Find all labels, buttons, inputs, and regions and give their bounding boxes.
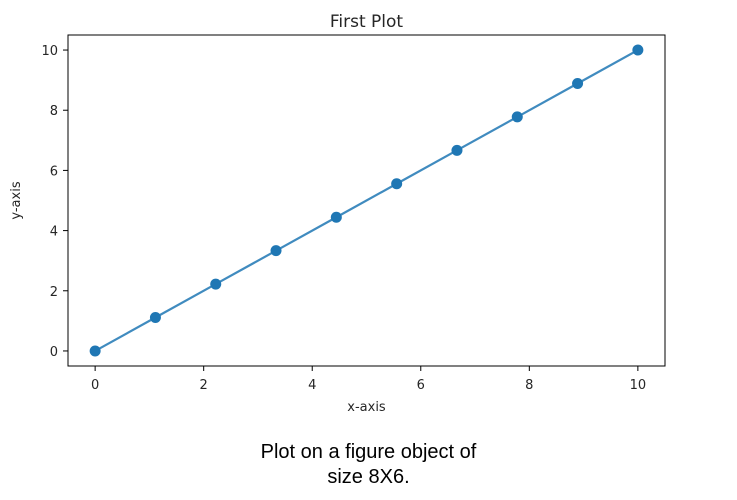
y-tick-label: 6 xyxy=(50,164,58,179)
data-point xyxy=(632,44,644,56)
y-tick-label: 10 xyxy=(41,44,58,59)
caption-line-2: size 8X6. xyxy=(327,466,410,488)
x-tick-label: 2 xyxy=(200,378,208,393)
line-chart: First Plot 0 2 4 6 8 10 0 2 4 6 8 10 x-axis y-axis xyxy=(9,12,666,415)
data-point xyxy=(270,245,282,257)
y-tick-label: 0 xyxy=(50,345,58,360)
chart-svg: First Plot 0 2 4 6 8 10 0 2 4 6 8 10 x-axis y-axis xyxy=(9,12,666,415)
y-tick-label: 8 xyxy=(50,104,58,119)
data-point xyxy=(149,312,161,324)
data-point xyxy=(330,211,342,223)
y-axis-label: y-axis xyxy=(9,181,24,219)
y-tick-label: 4 xyxy=(50,225,58,240)
figure-caption: Plot on a figure object of size 8X6. xyxy=(0,440,737,490)
data-point xyxy=(451,144,463,156)
plot-frame xyxy=(67,34,666,367)
data-point xyxy=(511,111,523,123)
x-tick-label: 0 xyxy=(91,378,99,393)
x-tick-label: 10 xyxy=(630,378,647,393)
data-point xyxy=(89,345,101,357)
chart-title: First Plot xyxy=(330,12,404,32)
data-point xyxy=(210,278,222,290)
data-point xyxy=(572,77,584,89)
data-point xyxy=(391,178,403,190)
x-tick-label: 8 xyxy=(525,378,533,393)
series-line xyxy=(94,49,639,352)
caption-line-1: Plot on a figure object of xyxy=(260,441,477,463)
y-tick-label: 2 xyxy=(50,285,58,300)
x-tick-label: 6 xyxy=(417,378,425,393)
x-axis-label: x-axis xyxy=(347,400,386,415)
x-tick-label: 4 xyxy=(308,378,316,393)
